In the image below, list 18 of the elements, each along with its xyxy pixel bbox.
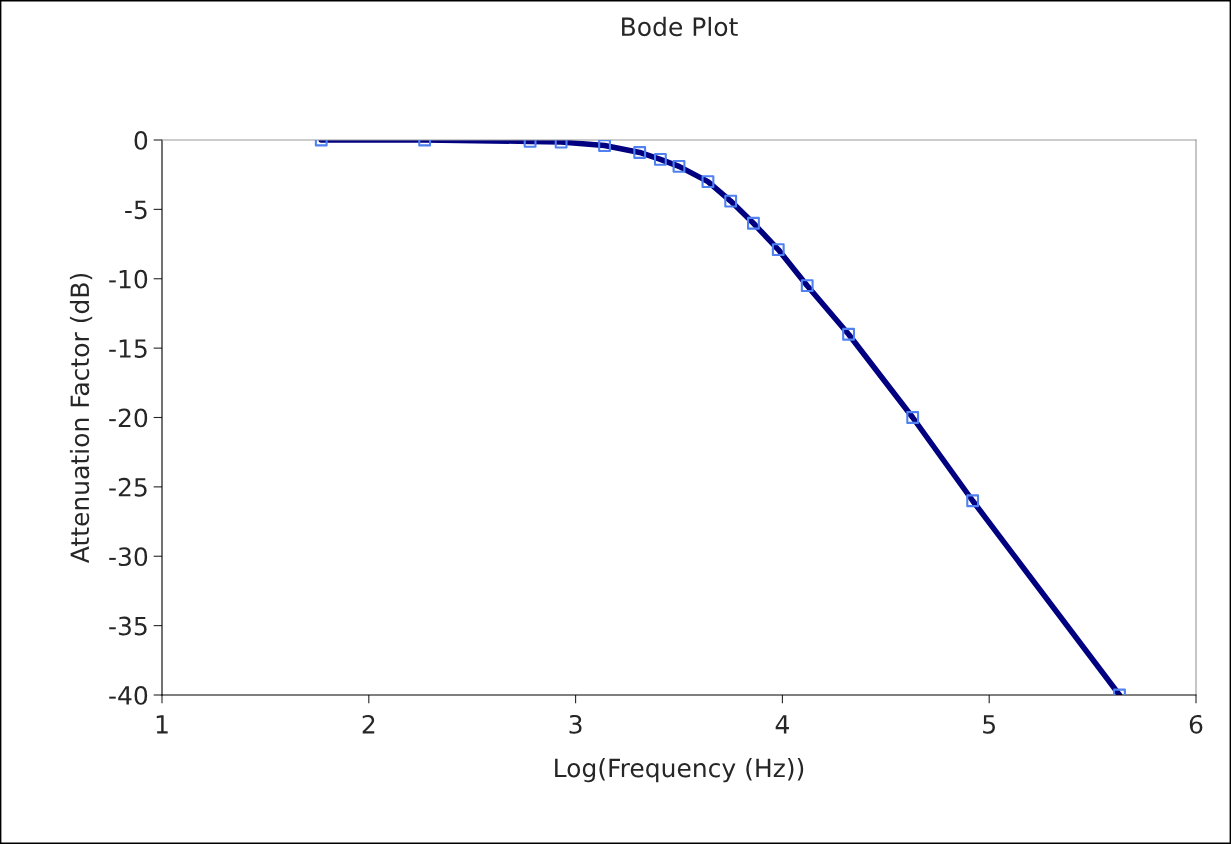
y-tick-label: -20 bbox=[109, 408, 148, 428]
y-tick-label: -15 bbox=[109, 339, 147, 358]
x-tick-label: 1 bbox=[156, 715, 168, 734]
x-tick-label: 3 bbox=[569, 714, 582, 734]
x-tick-label: 4 bbox=[775, 715, 789, 734]
x-tick-label: 6 bbox=[1189, 714, 1203, 734]
x-tick-label: 5 bbox=[983, 715, 995, 734]
y-tick-label: -25 bbox=[109, 477, 147, 497]
chart-title: Bode Plot bbox=[622, 16, 738, 37]
y-tick-label: -5 bbox=[125, 200, 147, 220]
y-tick-label: 0 bbox=[134, 130, 148, 150]
y-tick-label: -30 bbox=[109, 547, 148, 567]
y-tick-label: -35 bbox=[109, 616, 147, 636]
x-axis-title: Log(Frequency (Hz)) bbox=[555, 758, 804, 783]
y-tick-label: -40 bbox=[109, 685, 148, 705]
y-axis-title: Attenuation Factor (dB) bbox=[69, 273, 93, 564]
x-tick-label: 2 bbox=[362, 714, 375, 734]
y-tick-label: -10 bbox=[109, 269, 148, 289]
